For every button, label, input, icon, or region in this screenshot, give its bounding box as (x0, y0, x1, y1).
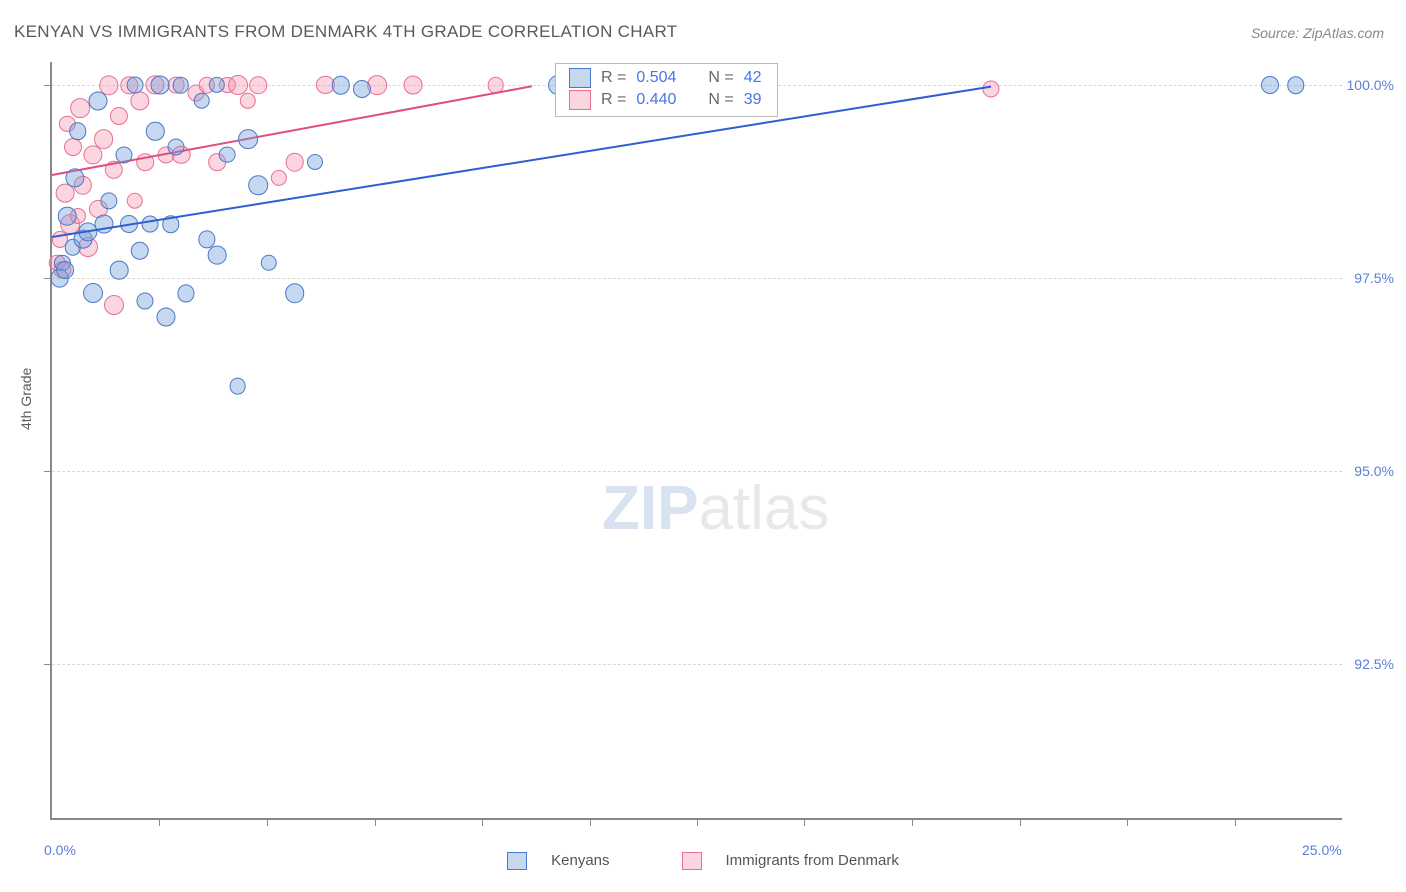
data-point (167, 138, 184, 155)
data-point (1261, 76, 1279, 94)
data-point (404, 76, 423, 95)
data-point (249, 176, 269, 196)
xtick (482, 818, 483, 826)
data-point (156, 307, 175, 326)
legend-n-label: N = (703, 67, 738, 89)
legend-r-label: R = (596, 89, 631, 111)
legend-n-value: 42 (739, 67, 767, 89)
gridline-h (52, 278, 1342, 279)
data-point (219, 146, 236, 163)
ytick-label: 97.5% (1354, 270, 1394, 286)
data-point (173, 77, 189, 93)
data-point (126, 77, 143, 94)
xtick (267, 818, 268, 826)
ytick (44, 85, 52, 86)
data-point (69, 123, 87, 141)
data-point (1287, 76, 1304, 93)
data-point (250, 76, 268, 94)
data-point (271, 170, 287, 186)
xtick (1127, 818, 1128, 826)
xtick (1235, 818, 1236, 826)
data-point (56, 261, 74, 279)
data-point (110, 107, 128, 125)
data-point (142, 216, 159, 233)
data-point (116, 146, 133, 163)
trend-line (52, 85, 991, 237)
legend-n-value: 39 (739, 89, 767, 111)
legend-n-label: N = (703, 89, 738, 111)
data-point (240, 92, 256, 108)
data-point (229, 378, 246, 395)
data-point (104, 295, 124, 315)
data-point (151, 76, 170, 95)
data-point (332, 76, 350, 94)
data-point (307, 154, 323, 170)
data-point (64, 138, 82, 156)
data-point (146, 122, 164, 140)
xtick (804, 818, 805, 826)
legend-r-label: R = (596, 67, 631, 89)
data-point (260, 254, 277, 271)
data-point (285, 284, 305, 304)
chart-title: KENYAN VS IMMIGRANTS FROM DENMARK 4TH GR… (14, 22, 677, 42)
legend-swatch (569, 90, 591, 110)
xtick (912, 818, 913, 826)
legend-swatch (682, 852, 702, 870)
data-point (285, 153, 304, 172)
ytick-label: 95.0% (1354, 463, 1394, 479)
data-point (71, 98, 91, 118)
gridline-h (52, 471, 1342, 472)
data-point (193, 92, 210, 109)
bottom-legend: Kenyans Immigrants from Denmark (0, 852, 1406, 870)
watermark: ZIPatlas (602, 473, 829, 544)
data-point (58, 207, 77, 226)
xtick-label: 25.0% (1302, 842, 1342, 858)
data-point (136, 293, 153, 310)
gridline-h (52, 664, 1342, 665)
legend-label: Kenyans (551, 852, 609, 869)
ytick-label: 92.5% (1354, 656, 1394, 672)
data-point (367, 75, 387, 95)
data-point (130, 91, 149, 110)
xtick (375, 818, 376, 826)
xtick (1020, 818, 1021, 826)
source-label: Source: ZipAtlas.com (1251, 25, 1384, 41)
y-axis-label: 4th Grade (18, 368, 34, 430)
data-point (94, 129, 114, 149)
legend-r-value: 0.504 (631, 67, 681, 89)
data-point (130, 242, 148, 260)
plot-area: ZIPatlas (50, 62, 1342, 820)
xtick (697, 818, 698, 826)
legend-item: Immigrants from Denmark (664, 852, 917, 869)
legend-r-value: 0.440 (631, 89, 681, 111)
ytick (44, 471, 52, 472)
xtick (159, 818, 160, 826)
xtick-label: 0.0% (44, 842, 76, 858)
legend-item: Kenyans (489, 852, 627, 869)
data-point (208, 246, 227, 265)
data-point (110, 261, 129, 280)
legend-label: Immigrants from Denmark (726, 852, 899, 869)
data-point (353, 80, 371, 98)
data-point (100, 192, 117, 209)
correlation-legend: R =0.504 N =42 R =0.440 N =39 (555, 63, 778, 117)
data-point (126, 193, 143, 210)
legend-swatch (569, 68, 591, 88)
data-point (89, 91, 108, 110)
data-point (83, 283, 103, 303)
data-point (238, 129, 258, 149)
ytick (44, 664, 52, 665)
data-point (983, 80, 1000, 97)
data-point (178, 285, 195, 302)
legend-swatch (507, 852, 527, 870)
ytick-label: 100.0% (1347, 77, 1394, 93)
xtick (590, 818, 591, 826)
